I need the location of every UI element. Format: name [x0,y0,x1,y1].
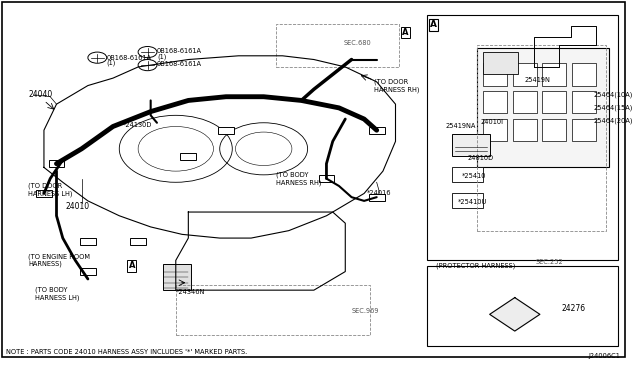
Text: 25464(20A): 25464(20A) [593,118,633,124]
Bar [572,63,596,86]
Text: SEC.969: SEC.969 [351,308,379,314]
Text: 25419N: 25419N [524,77,550,83]
Text: (TO DOOR
HARNESS RH): (TO DOOR HARNESS RH) [374,78,419,93]
Bar [49,160,65,167]
Text: (TO ENGINE ROOM
HARNESS): (TO ENGINE ROOM HARNESS) [28,253,90,267]
Bar [176,285,371,335]
Bar [80,268,96,275]
Text: 0B168-6161A: 0B168-6161A [107,55,152,61]
Bar [483,119,508,141]
Text: *25410: *25410 [461,173,486,179]
Bar [572,119,596,141]
Text: 0B168-6161A: 0B168-6161A [157,48,202,54]
Text: *24016: *24016 [367,190,392,196]
Text: A: A [430,20,437,29]
Polygon shape [490,298,540,331]
Bar [180,153,196,160]
Bar [427,266,618,346]
Text: J24006C1: J24006C1 [588,353,620,359]
Text: 24040: 24040 [28,90,52,99]
Bar [452,193,483,208]
Text: 24010D: 24010D [468,155,494,161]
Bar [319,175,334,182]
Text: SEC.252: SEC.252 [536,259,563,265]
Bar [218,127,234,134]
Bar [483,91,508,113]
Text: (TO DOOR
HARNESS LH): (TO DOOR HARNESS LH) [28,183,73,197]
Bar [477,48,609,167]
Bar [369,127,385,134]
Bar [36,190,52,197]
Text: (TO BODY
HARNESS LH): (TO BODY HARNESS LH) [35,287,79,301]
Text: *24130D: *24130D [122,122,152,128]
Text: A: A [403,28,409,37]
Bar [483,63,508,86]
Bar [452,167,483,182]
Text: (1): (1) [157,53,166,60]
Text: (TO BODY
HARNESS RH): (TO BODY HARNESS RH) [276,171,322,186]
Bar [513,91,537,113]
Bar [543,119,566,141]
Text: 25464(10A): 25464(10A) [593,92,632,98]
Text: A: A [129,262,135,270]
Text: (1): (1) [107,60,116,67]
Bar [543,91,566,113]
Bar [543,63,566,86]
Bar [427,15,618,260]
Bar [513,119,537,141]
Text: 24010I: 24010I [480,119,503,125]
Text: 0B168-6161A: 0B168-6161A [157,61,202,67]
Text: SEC.680: SEC.680 [344,40,372,46]
Bar [452,134,490,156]
Text: 24010: 24010 [66,202,90,211]
Bar [483,52,518,74]
Text: 24276: 24276 [562,304,586,313]
Bar [80,238,96,245]
Text: 25419NA: 25419NA [445,123,476,129]
Text: (PROTECTOR HARNESS): (PROTECTOR HARNESS) [436,263,516,269]
Bar [572,91,596,113]
Bar [369,194,385,201]
Text: NOTE : PARTS CODE 24010 HARNESS ASSY INCLUDES '*' MARKED PARTS.: NOTE : PARTS CODE 24010 HARNESS ASSY INC… [6,349,248,355]
Bar [276,24,399,67]
Text: *24346N: *24346N [176,289,205,295]
Bar [477,45,606,231]
Text: *25410U: *25410U [458,199,488,205]
Bar [513,63,537,86]
Bar [131,238,146,245]
Text: 25464(15A): 25464(15A) [593,105,632,111]
Bar [163,264,191,290]
